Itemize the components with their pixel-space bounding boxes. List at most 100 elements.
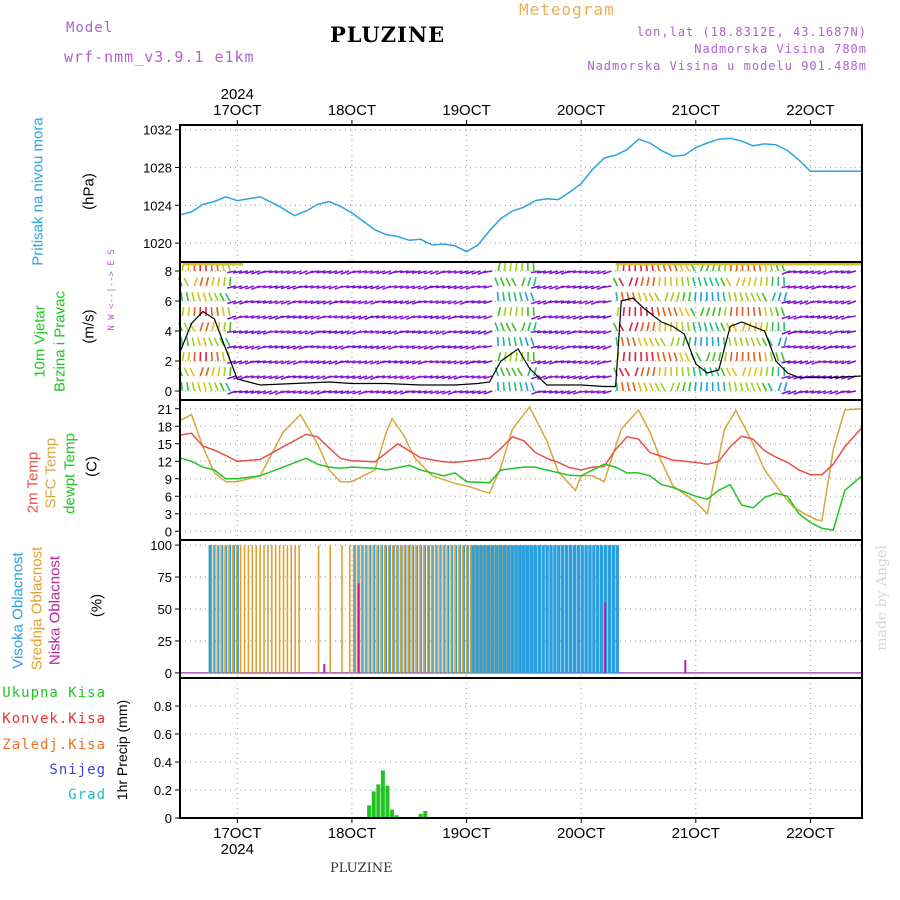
wind-arrow [316, 330, 326, 334]
wind-arrow [536, 285, 547, 290]
wind-arrow [678, 352, 684, 362]
wind-arrow [799, 390, 809, 394]
wind-arrow [780, 307, 786, 317]
wind-arrow [652, 276, 656, 287]
wind-arrow [628, 322, 634, 332]
wind-arrow [646, 322, 650, 332]
wind-arrow [505, 277, 511, 287]
wind-arrow [542, 345, 553, 350]
wind-arrow [759, 276, 763, 287]
wind-arrow [793, 360, 803, 365]
wind-arrow [560, 360, 570, 364]
wind-arrow [780, 352, 786, 362]
cloud-mid-bar [372, 545, 374, 673]
wind-arrow [233, 285, 243, 290]
wind-arrow [602, 300, 612, 304]
cloud-high-bar [580, 545, 584, 673]
wind-arrow [530, 285, 541, 289]
cloud-high-bar [424, 545, 426, 673]
wind-arrow [262, 360, 272, 364]
wind-arrow [459, 360, 469, 365]
wind-arrow [524, 337, 529, 347]
wind-arrow [310, 270, 320, 274]
wind-arrow [764, 351, 768, 362]
wind-arrow [688, 336, 692, 347]
wind-arrow [274, 270, 284, 274]
wind-arrow [304, 315, 314, 320]
wind-arrow [744, 337, 750, 347]
wind-arrow [441, 390, 451, 395]
wind-arrow [729, 351, 733, 362]
cloud-mid-bar [228, 545, 230, 673]
cloud-high-bar [549, 545, 553, 673]
wind-arrow [352, 315, 362, 320]
wind-arrow [578, 300, 588, 305]
wind-arrow [286, 315, 296, 319]
wind-arrow [471, 315, 481, 320]
wind-arrow [536, 270, 547, 274]
wind-arrow [483, 360, 493, 364]
wind-arrow [572, 375, 582, 380]
wind-arrow [225, 382, 231, 392]
cloud-high-bar [486, 545, 491, 673]
cloud-high-bar [467, 545, 469, 673]
cloud-high-bar [393, 545, 395, 673]
wind-arrow [769, 307, 774, 317]
wind-arrow [435, 330, 445, 335]
wind-arrow [516, 367, 523, 377]
wind-arrow [202, 382, 207, 392]
wind-arrow [537, 360, 547, 365]
wind-arrow [584, 345, 594, 350]
wind-arrow [423, 360, 433, 364]
wind-arrow [645, 351, 648, 362]
wind-arrow [620, 292, 625, 302]
wind-arrow [602, 285, 612, 289]
wind-arrow [578, 330, 588, 334]
wind-arrow [698, 367, 702, 377]
wind-arrow [340, 330, 350, 335]
wind-arrow [664, 292, 669, 302]
wind-arrow [763, 307, 768, 317]
wind-arrow [537, 300, 547, 305]
wind-arrow [262, 345, 272, 349]
wind-arrow [219, 382, 225, 392]
wind-arrow [213, 382, 219, 392]
wind-arrow [494, 322, 499, 332]
wind-arrow [376, 285, 386, 290]
wind-arrow [739, 337, 744, 347]
cloud-high-bar [576, 545, 580, 673]
wind-arrow [417, 390, 427, 394]
wind-arrow [208, 337, 213, 347]
wind-arrow [483, 375, 493, 380]
wind-arrow [542, 330, 553, 334]
wind-arrow [578, 390, 588, 394]
cloud-high-bar [412, 545, 415, 673]
wind-arrow [322, 270, 332, 274]
wind-arrow [733, 292, 738, 302]
wind-arrow [793, 330, 803, 334]
wind-arrow [741, 367, 747, 377]
wind-arrow [316, 345, 326, 349]
wind-arrow [429, 360, 439, 364]
wind-arrow [542, 315, 552, 319]
wind-arrow [453, 390, 463, 394]
wind-arrow [584, 360, 594, 365]
wind-arrow [793, 300, 803, 305]
wind-arrow [459, 390, 469, 394]
wind-arrow [298, 300, 308, 304]
wind-arrow [274, 285, 284, 290]
wind-arrow [280, 300, 290, 305]
wind-arrow [524, 292, 529, 302]
wind-arrow [256, 375, 266, 379]
cloud-high-bar [225, 545, 228, 673]
wind-arrow [660, 382, 666, 392]
wind-arrow [640, 322, 645, 332]
wind-arrow [239, 285, 249, 290]
wind-arrow [511, 367, 517, 377]
wind-arrow [733, 337, 738, 347]
wind-arrow [465, 375, 475, 379]
wind-arrow [399, 270, 409, 274]
wind-arrow [652, 321, 656, 332]
wind-arrow [841, 360, 851, 365]
wind-arrow [405, 270, 415, 274]
